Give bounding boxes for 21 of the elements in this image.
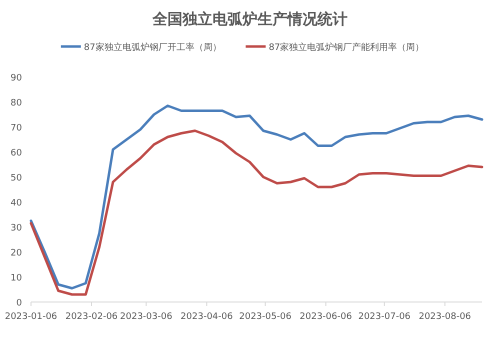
- y-tick-label: 20: [10, 248, 22, 258]
- y-tick-label: 90: [10, 74, 22, 84]
- x-tick-label: 2023-08-06: [418, 312, 472, 322]
- x-tick-label: 2023-02-06: [65, 312, 118, 322]
- title: 全国独立电弧炉生产情况统计: [152, 10, 348, 28]
- y-tick-label: 0: [16, 298, 22, 308]
- x-tick-label: 2023-03-06: [120, 312, 173, 322]
- y-tick-label: 40: [10, 198, 22, 208]
- legend-label: 87家独立电弧炉钢厂产能利用率（周）: [268, 42, 424, 53]
- x-tick-label: 2023-04-06: [180, 312, 234, 322]
- x-tick-label: 2023-07-06: [358, 312, 411, 322]
- x-tick-label: 2023-06-06: [300, 312, 352, 322]
- y-tick-label: 70: [10, 124, 22, 134]
- y-tick-label: 10: [10, 274, 22, 284]
- y-tick-label: 50: [10, 174, 22, 184]
- y-tick-label: 80: [10, 98, 22, 108]
- x-tick-label: 2023-05-06: [239, 312, 292, 322]
- y-tick-label: 60: [10, 148, 22, 158]
- x-tick-label: 2023-01-06: [4, 312, 58, 322]
- y-tick-label: 30: [10, 224, 22, 234]
- legend-label: 87家独立电弧炉钢厂开工率（周）: [84, 42, 222, 53]
